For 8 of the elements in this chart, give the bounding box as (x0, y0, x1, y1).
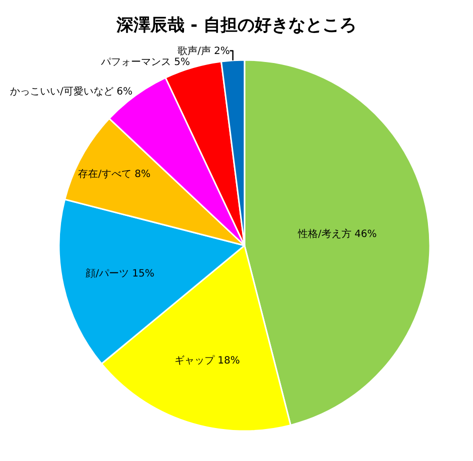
slice-label: パフォーマンス 5% (100, 56, 190, 68)
slice-label: 性格/考え方 46% (296, 228, 377, 240)
slice-label: かっこいい/可愛いなど 6% (10, 86, 132, 98)
slice-label: 顔/パーツ 15% (86, 267, 154, 280)
chart-title: 深澤辰哉 - 自担の好きなところ (116, 15, 356, 36)
slice-label: 歌声/声 2% (177, 44, 230, 57)
slice-label: 存在/すべて 8% (78, 168, 151, 180)
slice-label: ギャップ 18% (174, 354, 240, 366)
